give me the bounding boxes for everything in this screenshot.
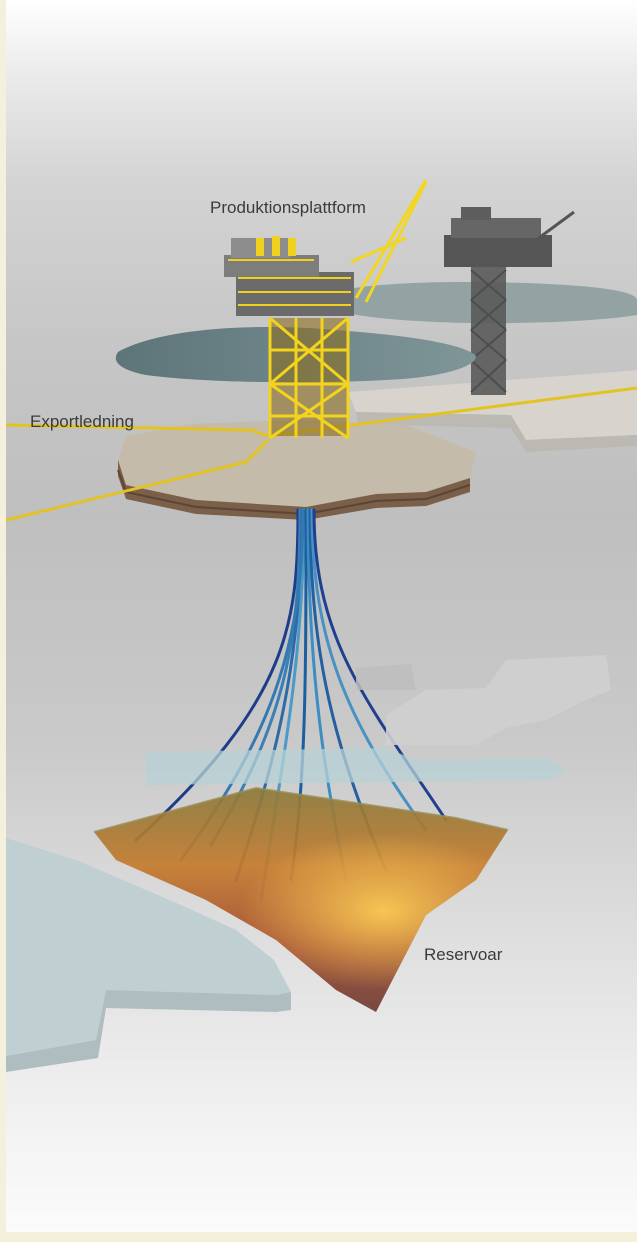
main-platform (224, 179, 428, 440)
platform-label: Produktionsplattform (210, 198, 366, 217)
foreground-seabed (6, 838, 291, 1072)
distant-seabed-right (348, 370, 637, 452)
reservoir-label: Reservoar (424, 945, 503, 964)
export-line-label: Exportledning (30, 412, 134, 431)
mid-seabed-plates (146, 655, 611, 785)
reservoir-block (93, 786, 509, 1012)
diagram-panel: Produktionsplattform Exportledning Reser… (6, 0, 637, 1232)
diagram-illustration (6, 179, 637, 1072)
secondary-platform (316, 207, 637, 395)
